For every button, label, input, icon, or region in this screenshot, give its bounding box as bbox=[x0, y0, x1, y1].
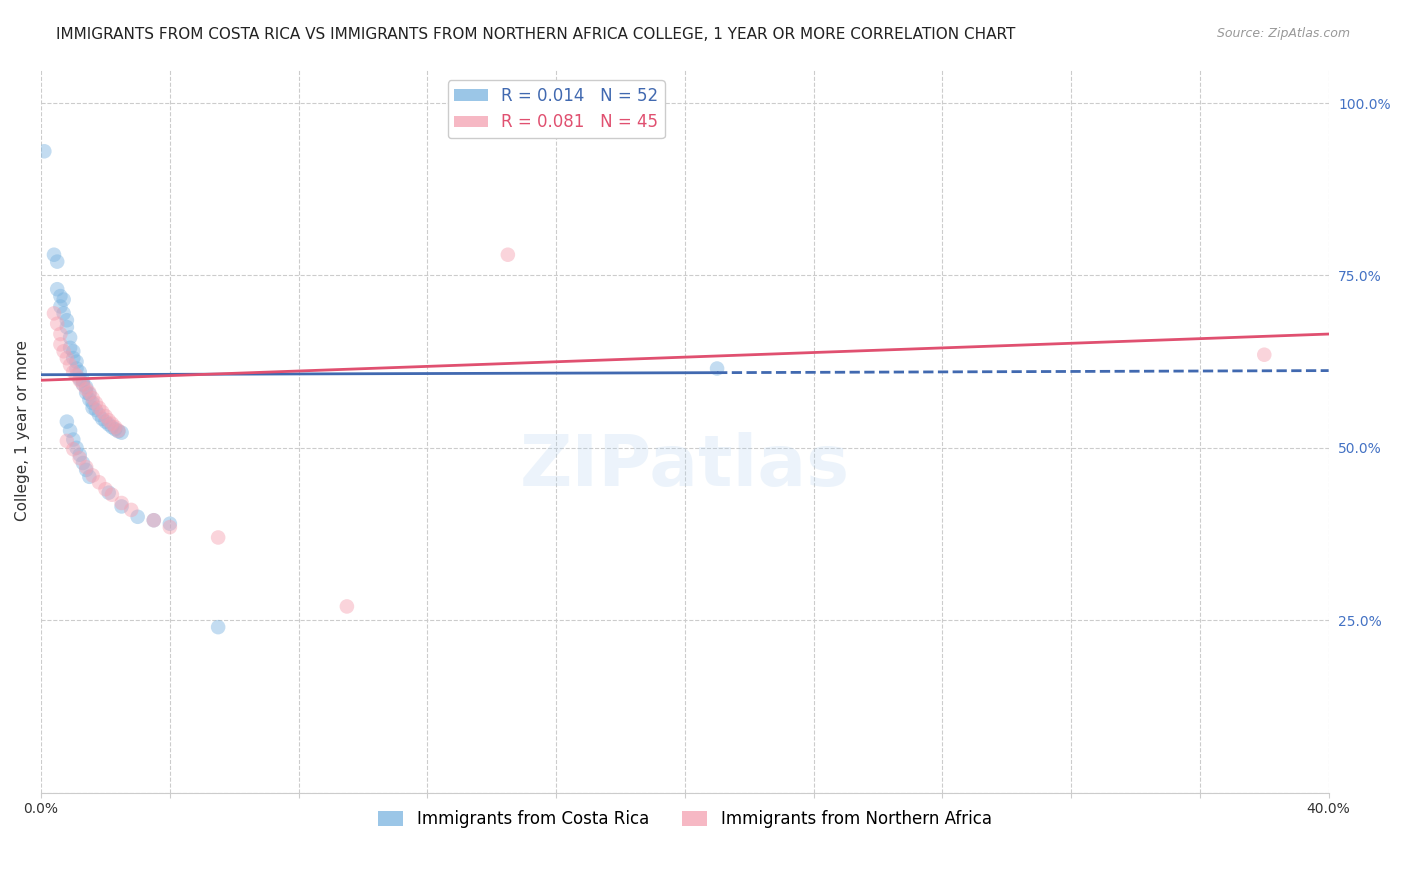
Point bbox=[207, 531, 229, 545]
Point bbox=[65, 441, 87, 455]
Point bbox=[84, 396, 107, 410]
Point bbox=[120, 503, 142, 517]
Point bbox=[94, 409, 117, 423]
Point bbox=[101, 417, 124, 431]
Point bbox=[52, 306, 75, 320]
Point bbox=[56, 313, 79, 327]
Point bbox=[142, 513, 165, 527]
Point bbox=[75, 380, 97, 394]
Point bbox=[46, 282, 69, 296]
Point bbox=[142, 513, 165, 527]
Point bbox=[65, 368, 87, 383]
Y-axis label: College, 1 year or more: College, 1 year or more bbox=[15, 340, 30, 521]
Point bbox=[72, 373, 94, 387]
Point bbox=[82, 468, 104, 483]
Point bbox=[72, 456, 94, 470]
Point bbox=[97, 413, 120, 427]
Point bbox=[62, 351, 84, 366]
Point bbox=[49, 337, 72, 351]
Point bbox=[65, 361, 87, 376]
Text: IMMIGRANTS FROM COSTA RICA VS IMMIGRANTS FROM NORTHERN AFRICA COLLEGE, 1 YEAR OR: IMMIGRANTS FROM COSTA RICA VS IMMIGRANTS… bbox=[56, 27, 1015, 42]
Point bbox=[59, 424, 82, 438]
Point bbox=[79, 392, 101, 407]
Point bbox=[46, 317, 69, 331]
Point bbox=[69, 373, 91, 387]
Point bbox=[75, 382, 97, 396]
Point bbox=[159, 520, 181, 534]
Legend: Immigrants from Costa Rica, Immigrants from Northern Africa: Immigrants from Costa Rica, Immigrants f… bbox=[371, 804, 998, 835]
Point bbox=[49, 300, 72, 314]
Point bbox=[706, 361, 728, 376]
Point bbox=[82, 396, 104, 410]
Point bbox=[91, 405, 114, 419]
Point bbox=[46, 254, 69, 268]
Point bbox=[84, 403, 107, 417]
Point bbox=[97, 485, 120, 500]
Point bbox=[69, 448, 91, 462]
Point bbox=[65, 354, 87, 368]
Point bbox=[52, 344, 75, 359]
Point bbox=[107, 424, 129, 438]
Point bbox=[72, 377, 94, 392]
Point bbox=[49, 326, 72, 341]
Text: ZIPatlas: ZIPatlas bbox=[520, 433, 851, 501]
Point bbox=[94, 482, 117, 496]
Point bbox=[104, 420, 127, 434]
Point bbox=[1253, 348, 1275, 362]
Point bbox=[56, 415, 79, 429]
Point bbox=[59, 330, 82, 344]
Point bbox=[82, 401, 104, 415]
Point bbox=[42, 306, 65, 320]
Point bbox=[56, 434, 79, 448]
Point bbox=[62, 442, 84, 457]
Point bbox=[87, 401, 110, 415]
Point bbox=[52, 293, 75, 307]
Point bbox=[159, 516, 181, 531]
Point bbox=[79, 385, 101, 400]
Point bbox=[62, 344, 84, 359]
Point bbox=[91, 412, 114, 426]
Point bbox=[101, 420, 124, 434]
Point bbox=[104, 422, 127, 436]
Point bbox=[34, 145, 56, 159]
Point bbox=[69, 451, 91, 466]
Point bbox=[59, 341, 82, 355]
Point bbox=[97, 417, 120, 432]
Point bbox=[59, 358, 82, 372]
Point bbox=[75, 460, 97, 475]
Text: Source: ZipAtlas.com: Source: ZipAtlas.com bbox=[1216, 27, 1350, 40]
Point bbox=[87, 408, 110, 422]
Point bbox=[79, 470, 101, 484]
Point bbox=[62, 433, 84, 447]
Point bbox=[87, 475, 110, 490]
Point bbox=[72, 377, 94, 392]
Point bbox=[207, 620, 229, 634]
Point bbox=[82, 391, 104, 405]
Point bbox=[110, 496, 132, 510]
Point bbox=[69, 372, 91, 386]
Point bbox=[94, 415, 117, 429]
Point bbox=[127, 509, 149, 524]
Point bbox=[42, 248, 65, 262]
Point bbox=[79, 387, 101, 401]
Point bbox=[75, 463, 97, 477]
Point bbox=[56, 320, 79, 334]
Point bbox=[62, 365, 84, 379]
Point bbox=[107, 424, 129, 438]
Point bbox=[496, 248, 519, 262]
Point bbox=[69, 365, 91, 379]
Point bbox=[110, 500, 132, 514]
Point bbox=[110, 425, 132, 440]
Point bbox=[49, 289, 72, 303]
Point bbox=[75, 385, 97, 400]
Point bbox=[101, 488, 124, 502]
Point bbox=[336, 599, 359, 614]
Point bbox=[56, 351, 79, 366]
